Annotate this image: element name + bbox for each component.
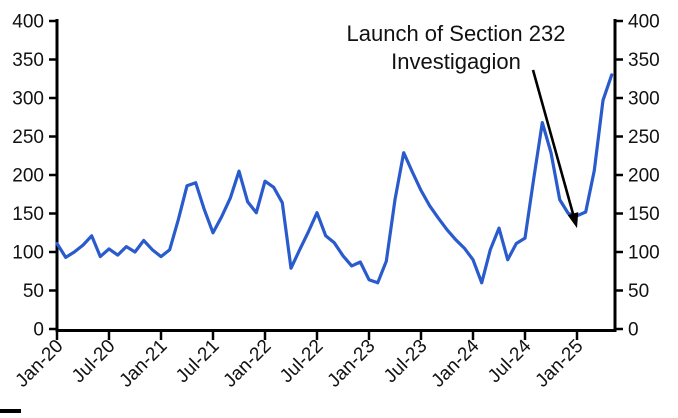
annotation-line-1: Launch of Section 232 (347, 21, 566, 46)
y-axis-tick-label-right: 400 (628, 12, 660, 33)
y-axis-tick-label-left: 50 (23, 281, 44, 302)
y-axis-tick-label-right: 300 (628, 89, 660, 110)
x-axis-tick-label: Jan-20 (12, 336, 68, 392)
crop-artifact-bar (0, 409, 21, 413)
y-axis-tick-label-left: 100 (12, 243, 44, 264)
data-series (55, 73, 614, 285)
annotation-line-2: Investigagion (391, 49, 521, 74)
y-axis-tick-label-right: 200 (628, 166, 660, 187)
y-axis-tick-label-right: 250 (628, 127, 660, 148)
annotation-arrow-line (531, 69, 576, 219)
y-axis-tick-label-left: 250 (12, 127, 44, 148)
y-axis-tick-label-left: 400 (12, 12, 44, 33)
y-axis-tick-label-left: 300 (12, 89, 44, 110)
data-line (55, 73, 614, 285)
y-axis-tick-label-left: 350 (12, 50, 44, 71)
x-axis-tick-label: Jul-24 (484, 335, 536, 387)
y-axis-tick-label-left: 200 (12, 166, 44, 187)
x-axis-tick-label: Jul-22 (276, 336, 327, 387)
y-axis-tick-label-right: 150 (628, 204, 660, 225)
x-axis-tick-label: Jan-21 (116, 336, 172, 392)
x-axis-tick-label: Jan-25 (532, 336, 588, 392)
y-axis-tick-label-right: 350 (628, 50, 660, 71)
y-axis-tick-label-left: 150 (12, 204, 44, 225)
x-axis-tick-label: Jan-24 (428, 335, 484, 391)
annotation-arrow-head (567, 212, 579, 229)
y-axis-tick-label-left: 0 (33, 320, 44, 341)
y-axis-tick-label-right: 50 (628, 281, 649, 302)
x-axis-tick-label: Jul-20 (68, 336, 119, 387)
x-axis-tick-label: Jan-22 (220, 336, 276, 392)
annotation: Launch of Section 232 Investigagion (347, 21, 579, 229)
x-axis-tick-label: Jan-23 (324, 336, 380, 392)
x-axis-tick-label: Jul-23 (380, 336, 431, 387)
y-axis-tick-label-right: 100 (628, 243, 660, 264)
x-axis-tick-label: Jul-21 (172, 336, 223, 387)
y-axis-tick-label-right: 0 (628, 320, 639, 341)
